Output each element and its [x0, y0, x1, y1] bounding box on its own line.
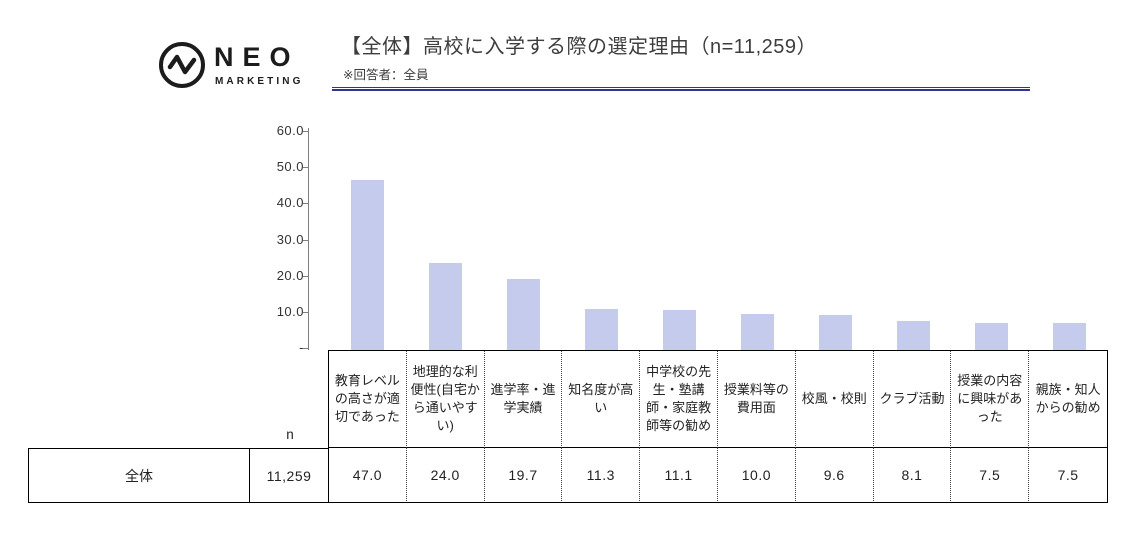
y-axis-line: [308, 128, 309, 350]
chart-bar-3: [506, 279, 540, 350]
category-value-cell: 7.5: [951, 448, 1030, 501]
chart-bar-6: [740, 314, 774, 350]
y-axis-tick-label: 50.0: [276, 159, 304, 175]
total-row-table: 全体 11,259: [28, 448, 329, 503]
category-value-cell: 47.0: [329, 448, 407, 501]
category-header-cell: クラブ活動: [873, 351, 952, 448]
n-column-header: n: [286, 427, 294, 442]
chart-bar-1: [350, 180, 384, 350]
category-value-cell: 8.1: [874, 448, 952, 501]
category-header-cell: 親族・知人からの勧め: [1029, 351, 1107, 448]
category-header-cell: 授業の内容に興味があった: [951, 351, 1030, 448]
category-value-cell: 19.7: [485, 448, 563, 501]
category-header-cell: 授業料等の費用面: [718, 351, 796, 448]
category-header-cell: 教育レベルの高さが適切であった: [329, 351, 407, 448]
y-axis-tick: [303, 167, 308, 169]
y-axis-tick: [303, 275, 308, 277]
category-header-cell: 地理的な利便性(自宅から通いやすい): [406, 351, 485, 448]
category-value-cell: 9.6: [796, 448, 874, 501]
category-value-cell: 10.0: [718, 448, 796, 501]
title-underline-rule: [332, 87, 1030, 91]
chart-bar-5: [662, 310, 696, 350]
chart-bar-9: [974, 323, 1008, 350]
neo-marketing-logo: NEO MARKETING: [157, 39, 317, 93]
category-table: 教育レベルの高さが適切であった 地理的な利便性(自宅から通いやすい) 進学率・進学実…: [328, 350, 1108, 503]
logo-subtext: MARKETING: [215, 76, 304, 87]
chart-bar-8: [896, 321, 930, 350]
y-axis-tick-label: 20.0: [276, 267, 304, 283]
n-value-cell: 11,259: [266, 467, 312, 484]
chart-bar-7: [818, 315, 852, 350]
page-title: 【全体】高校に入学する際の選定理由（n=11,259）: [341, 36, 817, 58]
y-axis-tick: [303, 131, 308, 132]
chart-bar-4: [584, 309, 618, 350]
pulse-circle-icon: [159, 42, 205, 88]
category-value-cell: 11.3: [562, 448, 641, 501]
page-subtitle: ※回答者：全員: [343, 68, 429, 82]
category-value-cell: 24.0: [407, 448, 485, 501]
chart-bar-10: [1052, 323, 1086, 350]
y-axis-tick-label: 30.0: [276, 231, 304, 247]
category-value-cell: 7.5: [1057, 466, 1079, 483]
row-label-cell: 全体: [29, 449, 250, 502]
y-axis-tick-label: 60.0: [276, 123, 304, 138]
chart-bar-2: [428, 263, 462, 350]
category-header-cell: 中学校の先生・塾講師・家庭教師等の勧め: [640, 351, 718, 448]
y-axis-tick: [303, 348, 308, 349]
y-axis-tick: [303, 203, 308, 205]
y-axis-tick-label: 10.0: [276, 303, 304, 319]
category-header-cell: 校風・校則: [795, 351, 874, 448]
y-axis-tick: [303, 239, 308, 241]
logo-text: NEO: [214, 42, 300, 72]
category-header-cell: 進学率・進学実績: [484, 351, 563, 448]
y-axis-tick-label: 40.0: [276, 195, 304, 211]
y-axis-tick-label: -: [299, 340, 304, 355]
category-header-cell: 知名度が高い: [562, 351, 641, 448]
y-axis-tick: [303, 311, 308, 313]
category-value-cell: 11.1: [640, 448, 718, 501]
